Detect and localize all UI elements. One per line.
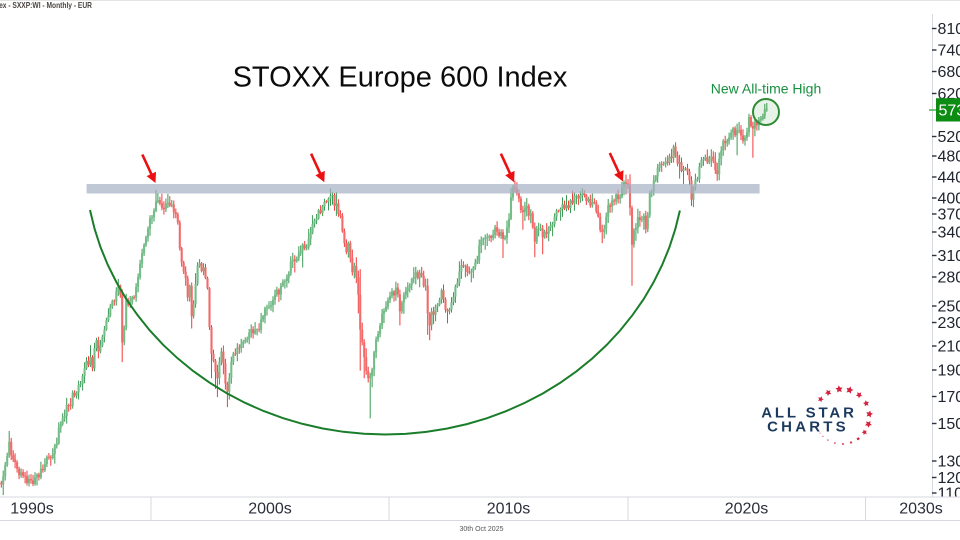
svg-text:740: 740 — [938, 43, 960, 60]
svg-text:810: 810 — [938, 21, 960, 38]
svg-text:400: 400 — [938, 191, 960, 208]
svg-text:2030s: 2030s — [899, 501, 943, 518]
svg-text:2000s: 2000s — [248, 501, 292, 518]
svg-text:120: 120 — [938, 470, 960, 487]
svg-text:30th Oct 2025: 30th Oct 2025 — [460, 526, 504, 533]
svg-text:280: 280 — [938, 270, 960, 287]
svg-text:2010s: 2010s — [487, 501, 531, 518]
svg-text:130: 130 — [938, 454, 960, 471]
svg-text:340: 340 — [938, 225, 960, 242]
svg-text:1990s: 1990s — [10, 501, 54, 518]
svg-text:ALL STAR: ALL STAR — [761, 405, 857, 422]
svg-text:dex - SXXP:WI - Monthly - EUR: dex - SXXP:WI - Monthly - EUR — [0, 1, 92, 10]
svg-text:CHARTS: CHARTS — [767, 419, 849, 436]
svg-text:440: 440 — [938, 170, 960, 187]
svg-text:190: 190 — [938, 363, 960, 380]
svg-text:680: 680 — [938, 64, 960, 81]
svg-text:230: 230 — [938, 315, 960, 332]
svg-text:STOXX Europe 600 Index: STOXX Europe 600 Index — [233, 62, 568, 94]
svg-text:New All-time High: New All-time High — [711, 81, 821, 97]
svg-text:210: 210 — [938, 339, 960, 356]
svg-text:480: 480 — [938, 149, 960, 166]
svg-text:250: 250 — [938, 299, 960, 316]
svg-text:170: 170 — [938, 389, 960, 406]
svg-text:520: 520 — [938, 129, 960, 146]
svg-text:370: 370 — [938, 207, 960, 224]
svg-text:150: 150 — [938, 416, 960, 433]
svg-text:310: 310 — [938, 248, 960, 265]
svg-text:573: 573 — [939, 103, 960, 120]
svg-text:2020s: 2020s — [725, 501, 769, 518]
